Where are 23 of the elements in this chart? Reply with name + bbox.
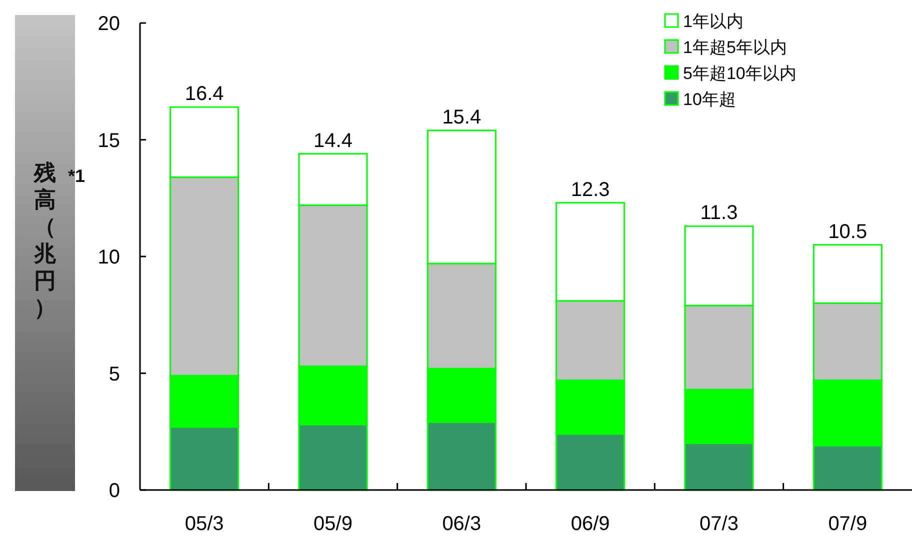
y-tick-label: 10 bbox=[98, 246, 120, 268]
x-tick-label: 05/3 bbox=[184, 513, 224, 535]
y-tick-label: 0 bbox=[108, 480, 120, 502]
y-axis-title: 残高（兆円） bbox=[33, 160, 57, 320]
total-label: 10.5 bbox=[828, 220, 868, 243]
x-tick-label: 07/9 bbox=[828, 513, 868, 535]
x-tick-label: 05/9 bbox=[314, 513, 352, 535]
total-label: 14.4 bbox=[314, 130, 352, 152]
x-tick-label: 06/9 bbox=[570, 513, 610, 535]
y-tick-label: 20 bbox=[98, 13, 120, 35]
y-tick-label: 15 bbox=[98, 130, 120, 152]
legend-label: 5年超10年以内 bbox=[683, 64, 796, 83]
legend-label: 1年超5年以内 bbox=[683, 38, 787, 57]
text: *1 bbox=[68, 166, 86, 186]
total-label: 15.4 bbox=[442, 106, 482, 128]
legend-label: 10年超 bbox=[683, 90, 736, 109]
x-tick-label: 06/3 bbox=[442, 513, 482, 535]
total-label: 11.3 bbox=[700, 202, 738, 224]
legend-label: 1年以内 bbox=[683, 12, 744, 31]
y-tick-label: 5 bbox=[108, 363, 120, 386]
total-label: 12.3 bbox=[570, 178, 610, 201]
total-label: 16.4 bbox=[184, 83, 224, 106]
x-tick-label: 07/3 bbox=[700, 513, 738, 535]
